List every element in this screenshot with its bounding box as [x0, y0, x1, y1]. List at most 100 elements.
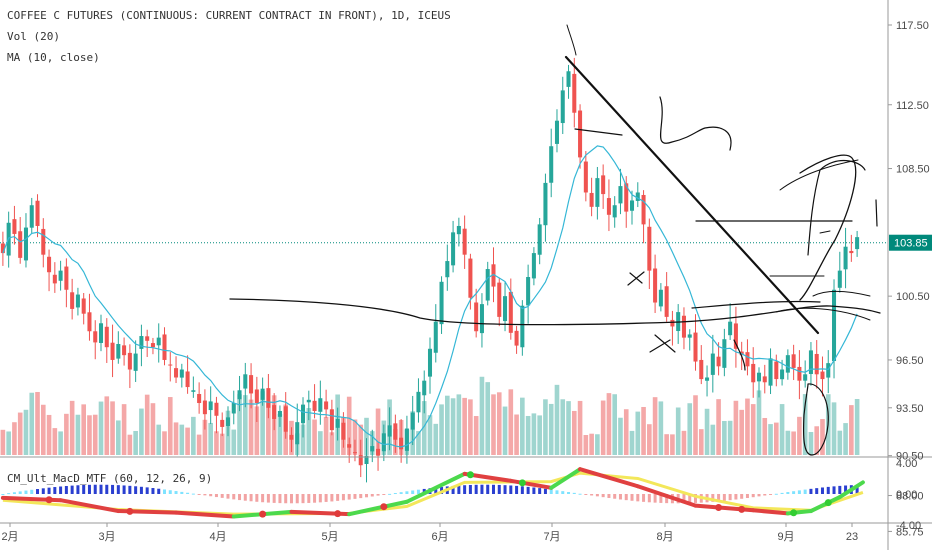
candle — [497, 282, 502, 317]
volume-bar — [98, 401, 104, 455]
volume-bar — [502, 406, 508, 455]
volume-bar — [658, 401, 664, 455]
volume-bar — [277, 413, 283, 455]
volume-bar — [58, 431, 63, 455]
drawing-stroke — [659, 96, 732, 151]
candle — [578, 110, 583, 158]
macd-histogram-bar — [313, 494, 317, 503]
candle — [225, 417, 231, 426]
macd-histogram-bar — [376, 494, 380, 496]
candle — [393, 423, 398, 440]
macd-histogram-bar — [624, 494, 628, 501]
volume-bar — [6, 431, 11, 455]
candle — [416, 391, 421, 413]
macd-cross-marker — [518, 479, 526, 487]
candle — [329, 409, 334, 431]
candle — [635, 192, 640, 201]
volume-bar — [329, 432, 335, 455]
macd-histogram-bar — [786, 492, 790, 494]
volume-bar — [23, 409, 29, 455]
volume-bar — [254, 406, 260, 455]
candle — [445, 261, 450, 278]
volume-bar — [266, 401, 271, 455]
macd-histogram-bar — [318, 494, 322, 503]
volume-bar — [837, 430, 843, 455]
volume-bar — [554, 384, 560, 455]
volume-bar — [323, 416, 329, 455]
macd-histogram-bar — [139, 486, 143, 494]
candle — [612, 205, 617, 218]
drawing-stroke — [802, 383, 829, 456]
macd-line-segment — [508, 478, 554, 490]
candle — [785, 355, 790, 373]
volume-bar — [820, 419, 825, 455]
macd-histogram-bar — [238, 494, 242, 501]
candle — [191, 390, 196, 392]
candle — [485, 269, 490, 301]
candle — [185, 371, 190, 388]
macd-histogram-bar — [688, 494, 692, 504]
candle — [168, 364, 173, 366]
candle — [849, 250, 854, 254]
macd-histogram-bar — [792, 491, 796, 494]
macd-histogram-bar — [728, 494, 732, 501]
macd-histogram-bar — [722, 494, 726, 501]
volume-bar — [762, 417, 768, 455]
macd-histogram-bar — [64, 486, 68, 494]
y-tick-label: 88.00 — [896, 491, 924, 503]
volume-bar — [652, 397, 658, 455]
candle — [722, 339, 727, 368]
macd-histogram-bar — [12, 492, 16, 494]
macd-histogram-bar — [36, 489, 40, 494]
macd-histogram-bar — [284, 494, 288, 504]
volume-bar — [116, 420, 121, 455]
macd-histogram-bar — [399, 492, 403, 494]
candle — [404, 428, 409, 451]
macd-histogram-bar — [555, 490, 559, 494]
drawing-stroke — [627, 271, 645, 286]
candle — [681, 315, 686, 338]
candle — [260, 388, 265, 400]
macd-histogram-bar — [590, 494, 594, 496]
candle — [81, 298, 86, 314]
candle — [468, 258, 473, 298]
macd-histogram-bar — [243, 494, 247, 501]
candle — [474, 302, 479, 332]
macd-histogram-bar — [162, 489, 166, 494]
volume-bar — [583, 434, 589, 455]
volume-bar — [46, 414, 52, 455]
candle — [370, 446, 375, 452]
macd-histogram-bar — [289, 494, 293, 504]
volume-bar — [375, 408, 381, 455]
candle — [514, 330, 519, 346]
y-tick-label: 108.50 — [896, 164, 930, 176]
volume-bar — [664, 434, 669, 455]
macd-histogram-bar — [301, 494, 305, 504]
symbol-legend: COFFEE C FUTURES (CONTINUOUS: CURRENT CO… — [7, 9, 451, 22]
drawing-stroke — [775, 307, 871, 321]
candle — [808, 350, 813, 375]
macd-histogram-bar — [584, 494, 588, 495]
candle — [87, 312, 92, 332]
candle — [422, 380, 427, 396]
volume-bar — [785, 430, 791, 455]
macd-histogram-bar — [653, 494, 657, 503]
macd-histogram-bar — [151, 488, 155, 494]
x-tick-label: 9月 — [777, 531, 794, 543]
macd-histogram-bar — [734, 494, 738, 500]
volume-bar — [750, 404, 756, 455]
volume-bar — [681, 430, 687, 455]
volume-legend: Vol (20) — [7, 30, 60, 43]
candle — [451, 232, 456, 266]
candle — [549, 146, 554, 183]
volume-bar — [635, 411, 641, 455]
volume-bar — [104, 396, 110, 455]
y-tick-label: 100.50 — [896, 291, 930, 303]
volume-bar — [849, 405, 854, 455]
ma-line — [2, 145, 858, 448]
macd-histogram-bar — [578, 493, 582, 495]
candle — [277, 410, 282, 417]
volume-bar — [162, 431, 167, 455]
volume-bar — [416, 431, 421, 455]
